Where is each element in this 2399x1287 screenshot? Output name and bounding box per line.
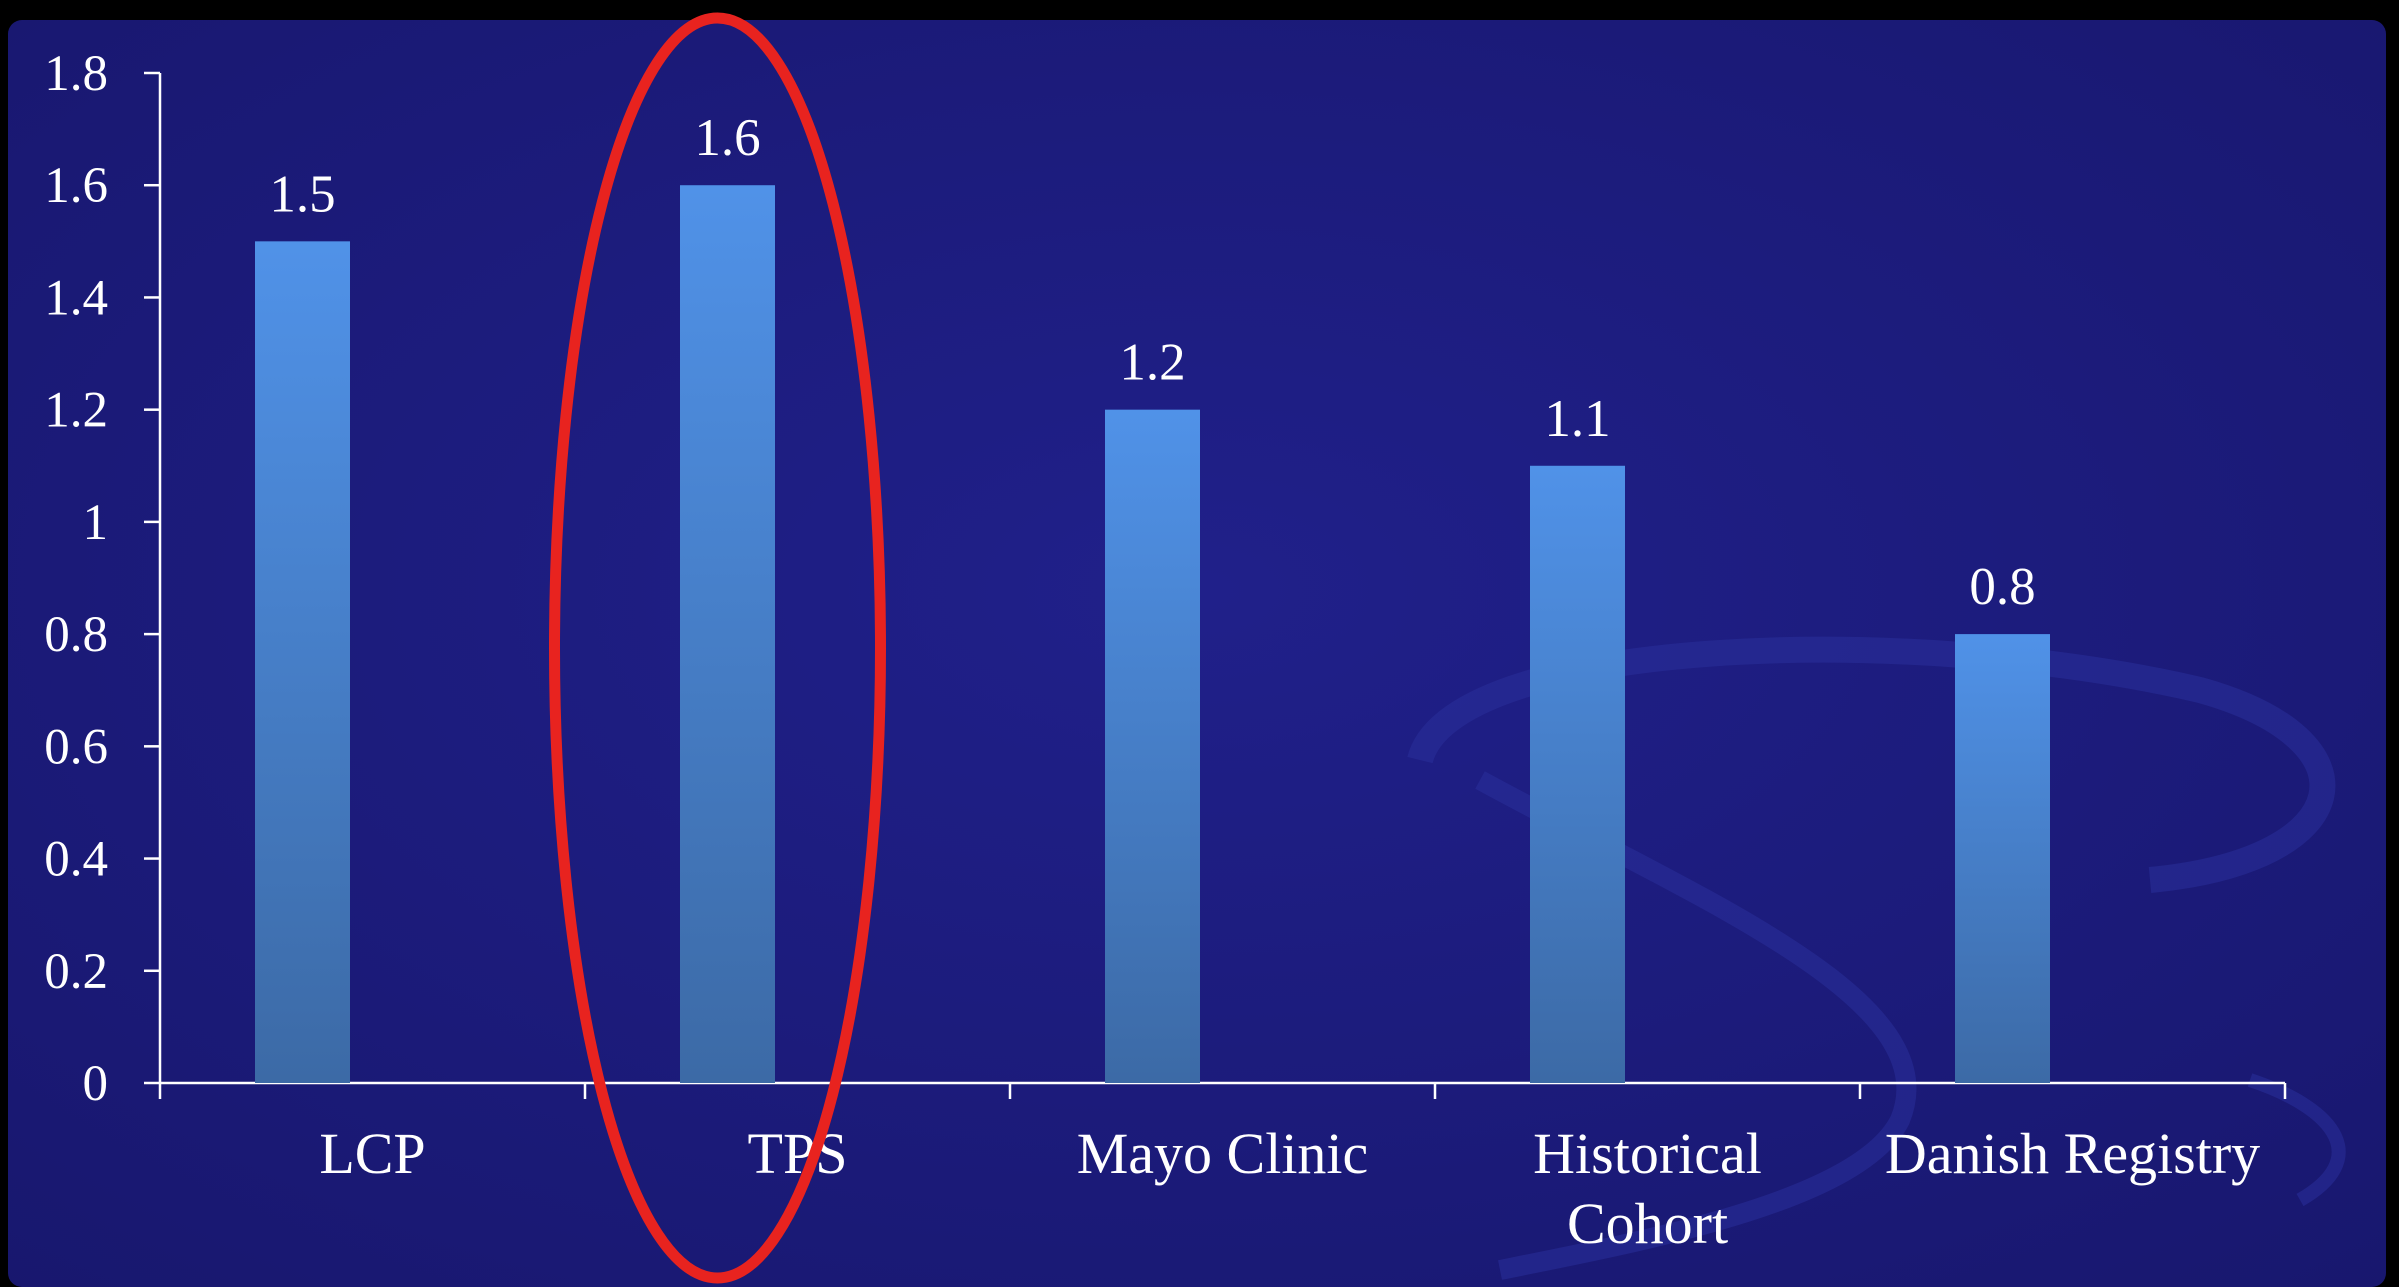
y-tick-label: 0.2 [44,944,108,1000]
x-category-label: Danish Registry [1885,1121,2260,1186]
bar [1105,410,1200,1083]
y-tick-label: 0.8 [44,607,108,663]
y-tick-label: 1 [83,495,109,551]
y-tick-label: 1.2 [44,383,108,439]
data-label: 1.1 [1544,390,1610,448]
y-tick-label: 0.6 [44,719,108,775]
bar [1955,634,2050,1083]
y-tick-label: 1.6 [44,158,108,214]
x-category-label: Mayo Clinic [1077,1121,1369,1186]
bar [255,241,350,1083]
bar [680,185,775,1083]
data-label: 0.8 [1969,558,2035,616]
data-label: 1.2 [1119,334,1185,392]
data-label: 1.5 [269,165,335,223]
x-category-label: LCP [319,1121,425,1186]
bar [1530,466,1625,1083]
x-category-label: TPS [748,1121,848,1186]
y-tick-label: 1.8 [44,46,108,102]
data-label: 1.6 [694,109,760,167]
y-tick-label: 0.4 [44,832,108,888]
y-tick-label: 1.4 [44,270,108,326]
y-tick-label: 0 [83,1056,109,1112]
